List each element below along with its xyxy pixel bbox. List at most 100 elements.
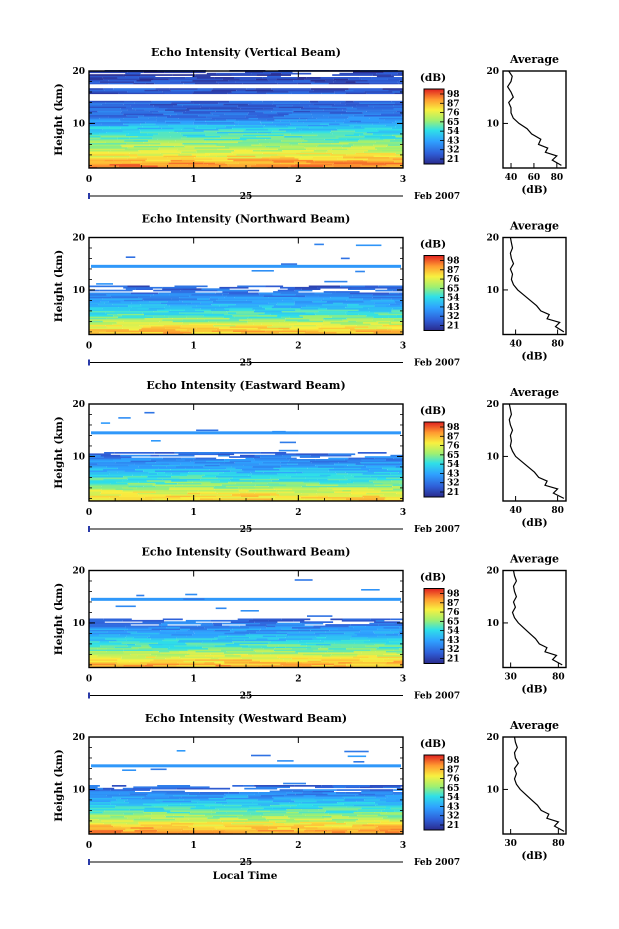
- colorbar-tick-label: 21: [447, 322, 460, 332]
- heatmap-cell: [250, 813, 264, 815]
- heatmap-cell: [254, 492, 277, 495]
- heatmap-cell: [135, 468, 171, 471]
- heatmap-cell: [256, 810, 270, 812]
- heatmap-cell: [161, 825, 189, 828]
- heatmap-cell: [168, 124, 196, 127]
- heatmap-cell: [152, 286, 163, 289]
- heatmap-cell: [212, 300, 252, 303]
- heatmap-cell: [164, 306, 193, 309]
- heatmap-cell: [287, 632, 315, 635]
- heatmap-cell: [348, 815, 388, 818]
- heatmap-cell: [89, 480, 123, 482]
- heatmap-cell: [348, 625, 366, 628]
- heatmap-cell: [376, 654, 403, 657]
- heatmap-cell: [234, 149, 253, 152]
- heatmap-cell: [315, 313, 347, 316]
- cloud-streak: [284, 432, 300, 434]
- heatmap-cell: [120, 300, 139, 303]
- heatmap-cell: [334, 91, 365, 93]
- heatmap-cell: [121, 657, 144, 660]
- heatmap-cell: [89, 810, 105, 812]
- heatmap-cell: [162, 800, 192, 803]
- heatmap-cell: [163, 155, 197, 158]
- heatmap-cell: [115, 663, 147, 665]
- heatmap-cell: [212, 113, 225, 116]
- heatmap-cell: [124, 470, 144, 472]
- heatmap-cell: [89, 92, 119, 95]
- heatmap-cell: [89, 321, 117, 324]
- heatmap-cell: [321, 785, 333, 787]
- heatmap-cell: [216, 72, 252, 75]
- heatmap-cell: [157, 477, 180, 479]
- heatmap-cell: [273, 161, 295, 163]
- heatmap-cell: [356, 105, 369, 107]
- heatmap-cell: [188, 818, 218, 821]
- average-y-tick-label: 10: [486, 452, 499, 462]
- heatmap-cell: [234, 316, 249, 318]
- heatmap-cell: [269, 790, 293, 793]
- heatmap-cell: [230, 470, 244, 472]
- heatmap-cell: [386, 811, 403, 814]
- heatmap-cell: [269, 820, 287, 822]
- heatmap-cell: [232, 785, 244, 787]
- heatmap-cell: [89, 496, 110, 499]
- heatmap-cell: [355, 820, 375, 822]
- heatmap-cell: [366, 92, 395, 95]
- heatmap-cell: [235, 161, 274, 163]
- heatmap-cell: [230, 323, 254, 325]
- heatmap-cell: [218, 635, 228, 637]
- heatmap-cell: [169, 487, 189, 489]
- heatmap-cell: [333, 302, 343, 304]
- heatmap-cell: [155, 491, 188, 493]
- heatmap-cell: [132, 638, 151, 640]
- heatmap-cell: [255, 110, 272, 113]
- heatmap-cell: [230, 621, 255, 623]
- heatmap-cell: [89, 102, 106, 104]
- heatmap-cell: [251, 72, 271, 75]
- heatmap-cell: [325, 820, 356, 822]
- heatmap-cell: [321, 299, 347, 302]
- heatmap-cell: [394, 810, 403, 812]
- heatmap-cell: [283, 134, 318, 137]
- heatmap-cell: [348, 142, 385, 145]
- heatmap-cell: [89, 120, 121, 123]
- heatmap-cell: [157, 120, 166, 123]
- heatmap-cell: [376, 647, 400, 650]
- heatmap-cell: [381, 298, 392, 300]
- heatmap-cell: [100, 492, 138, 495]
- average-y-tick-label: 10: [486, 785, 499, 795]
- heatmap-cell: [369, 480, 392, 482]
- colorbar-tick-label: 54: [447, 127, 460, 137]
- heatmap-cell: [264, 109, 293, 111]
- heatmap-cell: [259, 142, 290, 145]
- heatmap-cell: [174, 452, 199, 454]
- heatmap-cell: [300, 496, 324, 499]
- average-x-tick-label: 40: [505, 173, 518, 183]
- heatmap-cell: [161, 622, 202, 625]
- heatmap-cell: [372, 133, 385, 135]
- heatmap-cell: [344, 799, 364, 801]
- heatmap-cell: [263, 813, 303, 815]
- heatmap-cell: [106, 466, 139, 468]
- heatmap-cell: [308, 494, 350, 496]
- heatmap-cell: [301, 155, 343, 158]
- heatmap-cell: [287, 126, 323, 128]
- heatmap-cell: [277, 289, 295, 292]
- heatmap-cell: [318, 144, 343, 146]
- heatmap-cell: [255, 163, 295, 166]
- heatmap-cell: [384, 643, 403, 646]
- heatmap-cell: [266, 92, 292, 95]
- heatmap-cell: [109, 473, 149, 475]
- heatmap-cell: [124, 140, 134, 142]
- heatmap-cell: [230, 629, 247, 632]
- heatmap-cell: [89, 145, 122, 148]
- heatmap-cell: [137, 154, 163, 156]
- heatmap-cell: [89, 820, 102, 822]
- heatmap-cell: [349, 494, 384, 496]
- heatmap-cell: [165, 163, 188, 166]
- heatmap-cell: [273, 100, 310, 103]
- heatmap-cell: [140, 74, 173, 76]
- heatmap-cell: [254, 656, 278, 658]
- heatmap-cell: [336, 789, 371, 791]
- heatmap-cell: [185, 77, 197, 79]
